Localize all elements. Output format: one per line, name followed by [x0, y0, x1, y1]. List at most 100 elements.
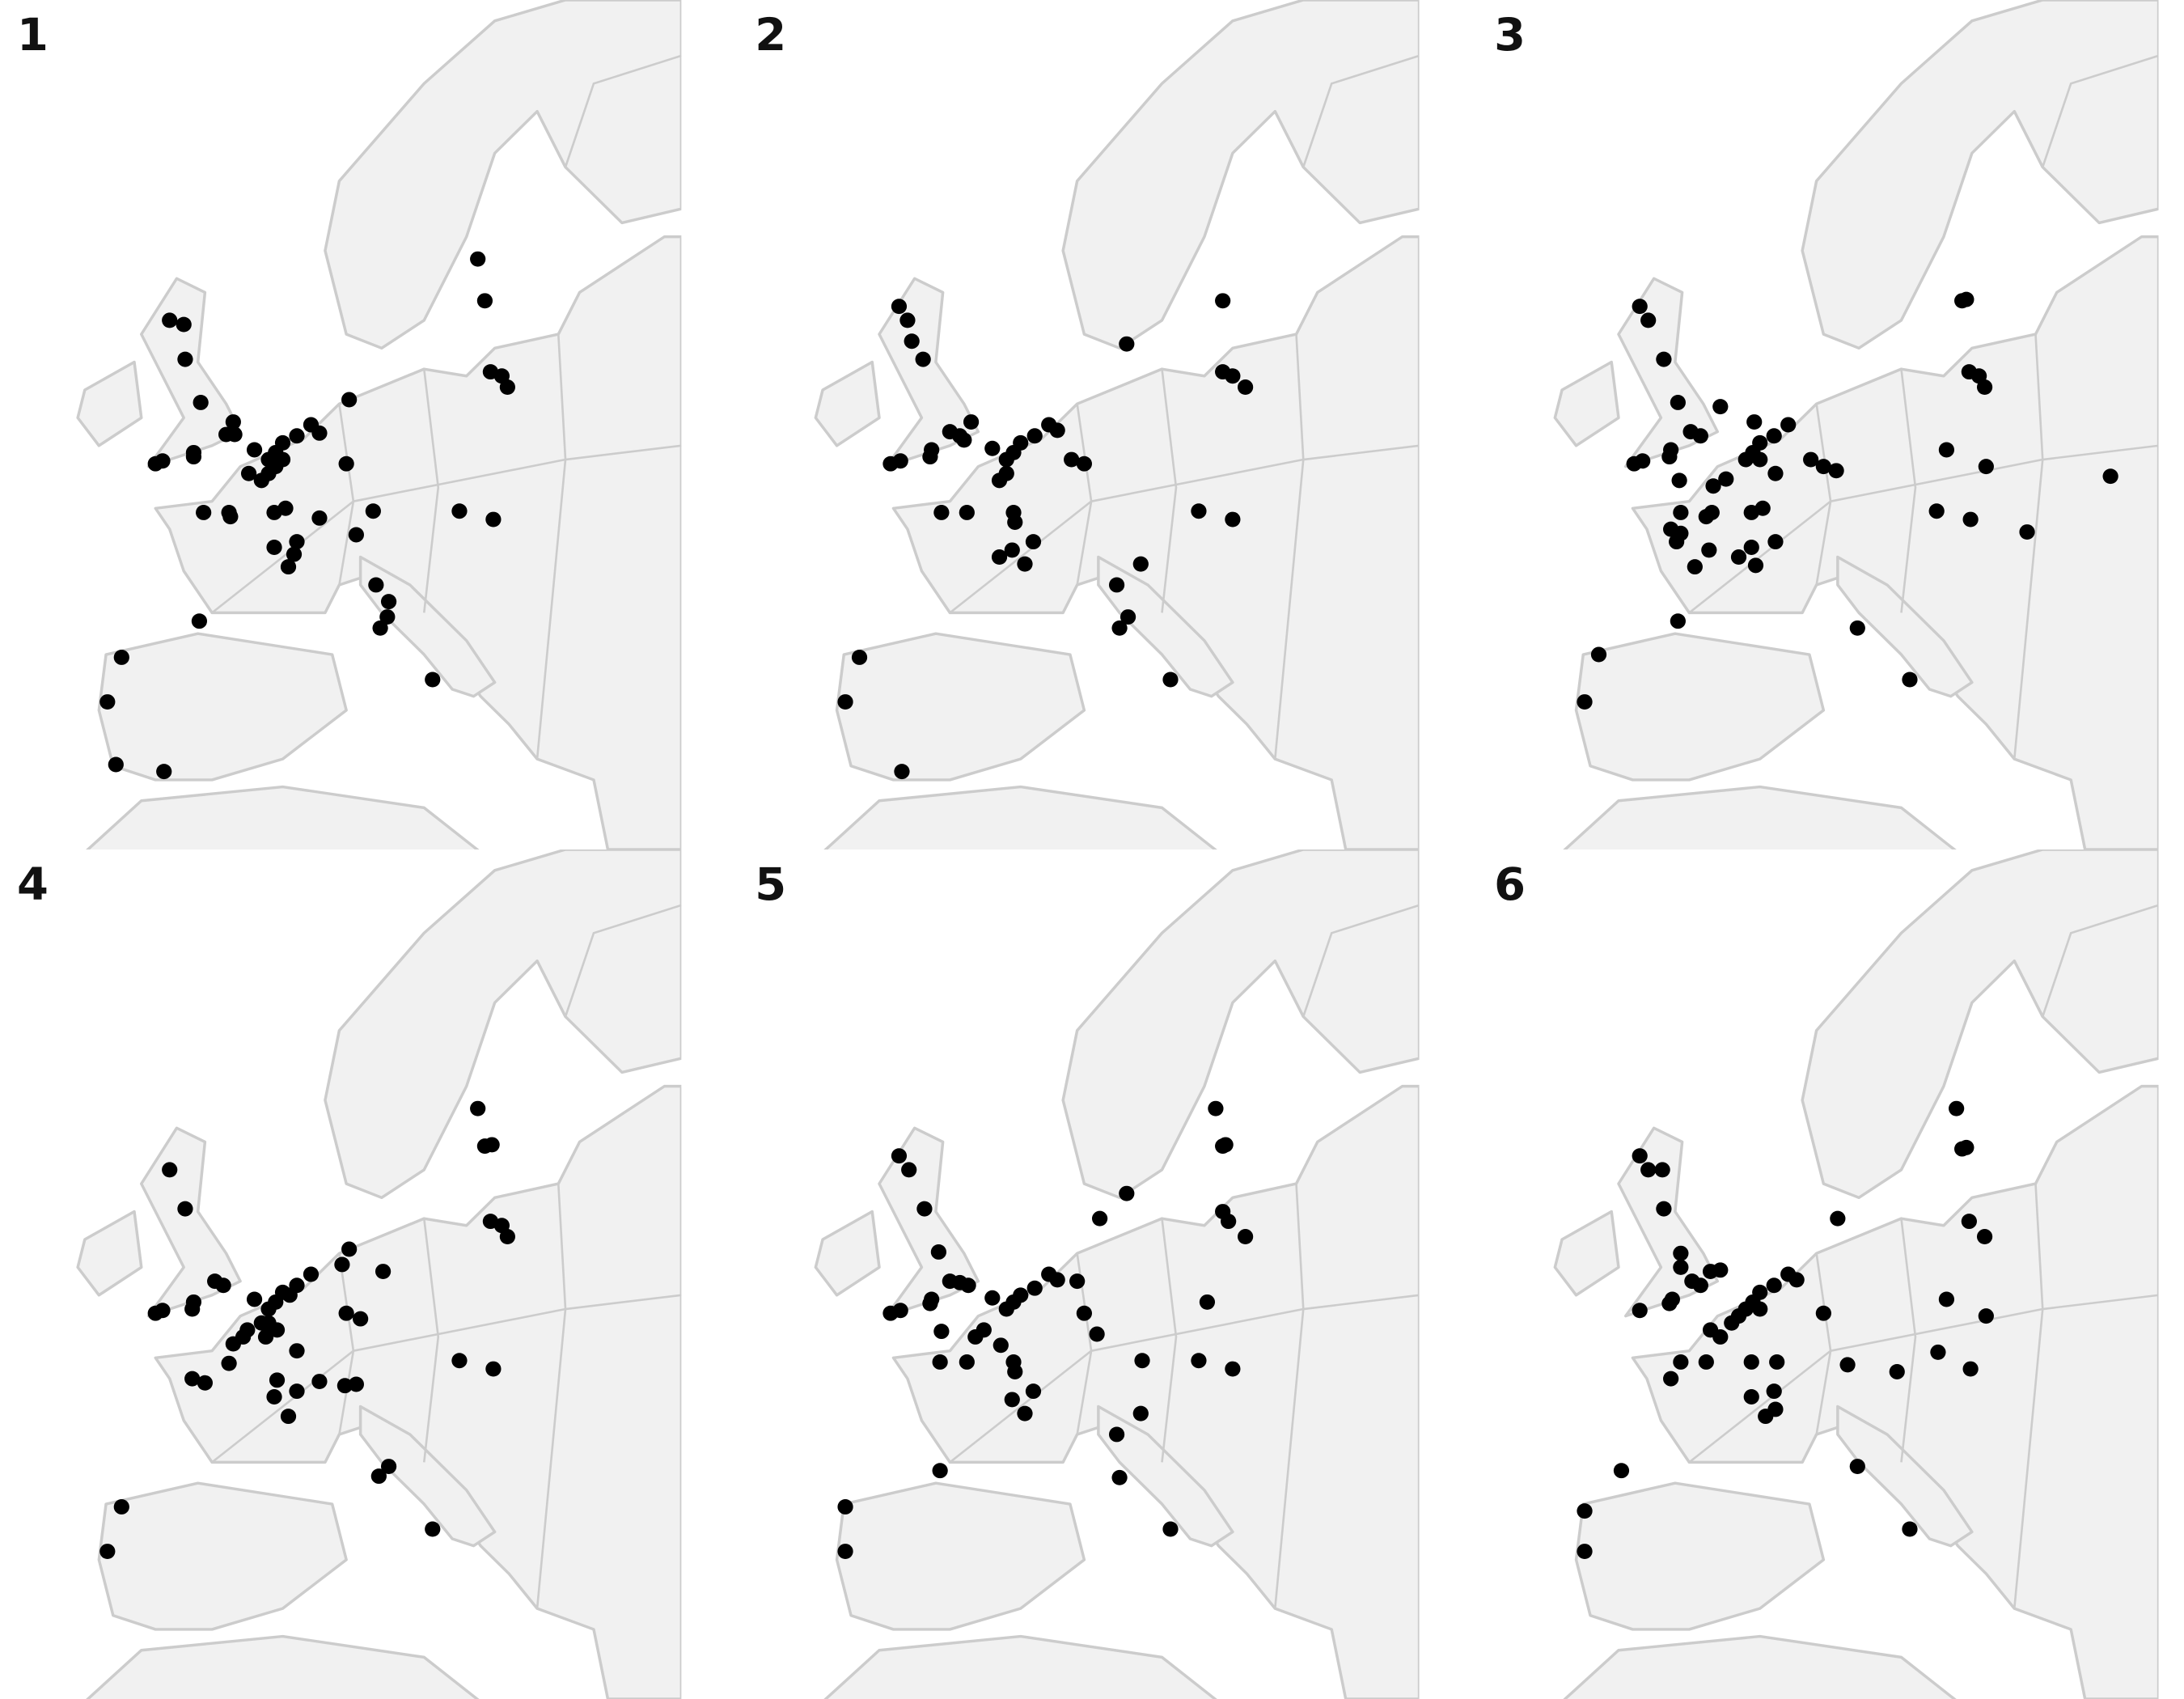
location-dot [1671, 472, 1687, 489]
location-dot [1108, 577, 1125, 593]
location-dot [899, 312, 916, 328]
location-dot [1767, 465, 1784, 481]
location-dot [1687, 559, 1703, 575]
location-dot [1004, 1392, 1020, 1408]
location-dot [1025, 1383, 1042, 1400]
location-dot [933, 504, 950, 520]
location-dot [280, 1409, 297, 1425]
location-dot [924, 442, 940, 458]
panel-label: 5 [755, 858, 786, 911]
location-dot [1692, 1277, 1708, 1294]
location-dot [257, 1328, 274, 1345]
location-dot [289, 1343, 305, 1359]
panel-label: 6 [1494, 858, 1526, 911]
location-dot [1803, 451, 1819, 468]
europe-map [1553, 0, 2159, 850]
location-dot [286, 546, 303, 562]
location-dot [1017, 556, 1033, 572]
location-dot [184, 1371, 201, 1387]
location-dot [1958, 1139, 1974, 1155]
location-dot [892, 1303, 908, 1319]
location-dot [967, 1328, 984, 1345]
location-dot [1780, 417, 1797, 433]
location-dot [311, 510, 328, 526]
location-dot [1752, 1301, 1768, 1317]
location-dot [1976, 1229, 1993, 1244]
location-dot [113, 1498, 129, 1515]
europe-map [814, 0, 1420, 850]
location-dot [1007, 515, 1023, 530]
location-dot [353, 1311, 369, 1327]
location-dot [1049, 1272, 1065, 1288]
location-dot [959, 504, 975, 520]
location-dot [1076, 1305, 1092, 1321]
location-dot [215, 1277, 231, 1294]
location-dot [1108, 1426, 1125, 1443]
location-dot [280, 559, 297, 575]
location-dot [1976, 379, 1993, 395]
location-dot [1673, 504, 1689, 520]
location-dot [1958, 291, 1974, 307]
location-dot [837, 1544, 853, 1560]
location-dot [1698, 509, 1714, 525]
map-panel: 4 [17, 850, 682, 1699]
panel-label: 2 [755, 9, 786, 61]
location-dot [470, 1100, 486, 1116]
location-dot [184, 1301, 201, 1317]
location-dot [1191, 1353, 1207, 1369]
map-background [814, 0, 1420, 850]
location-dot [984, 1290, 1001, 1306]
location-dot [1930, 1344, 1946, 1360]
location-dot [156, 764, 172, 780]
location-dot [379, 609, 396, 625]
location-dot [1669, 534, 1685, 550]
location-dot [960, 1277, 976, 1294]
location-dot [984, 440, 1001, 456]
location-dot [225, 414, 241, 430]
location-dot [1701, 542, 1717, 558]
location-dot [154, 1303, 171, 1319]
location-dot [1769, 1354, 1785, 1370]
location-dot [1238, 379, 1254, 395]
location-dot [1828, 463, 1844, 479]
location-dot [1938, 1291, 1955, 1307]
location-dot [892, 453, 908, 469]
map-panel: 5 [755, 850, 1420, 1699]
location-dot [177, 351, 193, 367]
location-dot [1640, 312, 1657, 328]
location-dot [1663, 1371, 1679, 1387]
location-dot [274, 451, 291, 468]
location-dot [991, 549, 1008, 565]
location-dot [225, 1336, 241, 1352]
location-dot [451, 503, 468, 519]
location-dot [1743, 1389, 1759, 1405]
location-dot [1191, 503, 1207, 519]
map-background [1553, 0, 2159, 850]
location-dot [368, 577, 384, 593]
location-dot [191, 613, 208, 629]
location-dot [470, 251, 486, 267]
location-dot [1737, 451, 1754, 468]
location-dot [1119, 336, 1135, 352]
location-dot [1962, 1361, 1979, 1377]
location-dot [1026, 1280, 1043, 1296]
location-dot [196, 504, 212, 520]
location-dot [1089, 1326, 1105, 1342]
location-dot [1069, 1273, 1086, 1290]
location-dot [1902, 1521, 1918, 1537]
location-dot [1025, 534, 1042, 550]
location-dot [266, 540, 282, 555]
location-dot [1577, 694, 1593, 710]
location-dot [289, 428, 305, 444]
location-dot [1656, 1201, 1672, 1217]
map-background [76, 850, 682, 1699]
location-dot [1632, 299, 1648, 315]
location-dot [1724, 1315, 1740, 1331]
location-dot [2019, 524, 2035, 540]
location-dot [334, 1256, 350, 1273]
location-dot [932, 1463, 948, 1479]
location-dot [1815, 1305, 1831, 1321]
location-dot [1640, 1162, 1657, 1178]
location-dot [1664, 1291, 1680, 1307]
location-dot [1076, 455, 1092, 472]
